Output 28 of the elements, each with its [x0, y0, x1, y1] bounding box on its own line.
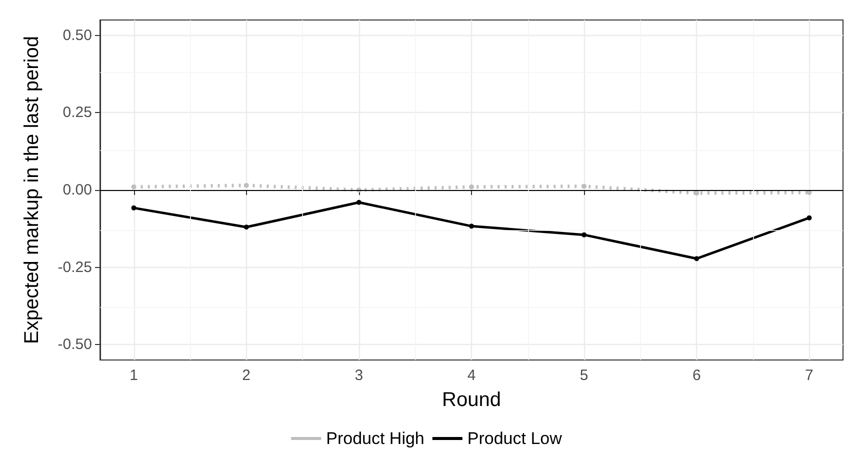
point — [582, 184, 587, 189]
x-axis-title: Round — [442, 389, 501, 411]
y-tick-label: 0.25 — [62, 104, 92, 122]
point — [694, 256, 700, 262]
point — [244, 182, 249, 188]
legend-label: Product High — [326, 429, 424, 448]
point — [131, 205, 136, 210]
point — [469, 184, 474, 190]
x-tick-label: 2 — [242, 367, 251, 384]
point — [806, 215, 812, 220]
point — [694, 190, 700, 196]
x-tick-label: 3 — [354, 367, 364, 384]
point — [131, 184, 136, 190]
x-tick-label: 4 — [467, 367, 476, 384]
legend-label: Product Low — [467, 429, 563, 448]
y-tick-label: -0.50 — [58, 336, 92, 354]
point — [582, 232, 587, 238]
x-tick-label: 5 — [580, 367, 588, 384]
x-tick-label: 6 — [692, 367, 701, 384]
point — [244, 224, 249, 230]
point — [356, 200, 362, 205]
x-tick-label: 1 — [130, 367, 138, 384]
point — [469, 224, 474, 229]
y-tick-label: -0.25 — [58, 258, 92, 276]
y-tick-label: 0.00 — [62, 182, 92, 198]
y-axis-title: Expected markup in the last period — [21, 36, 43, 344]
y-tick-label: 0.50 — [62, 26, 92, 44]
x-tick-label: 7 — [805, 367, 814, 384]
